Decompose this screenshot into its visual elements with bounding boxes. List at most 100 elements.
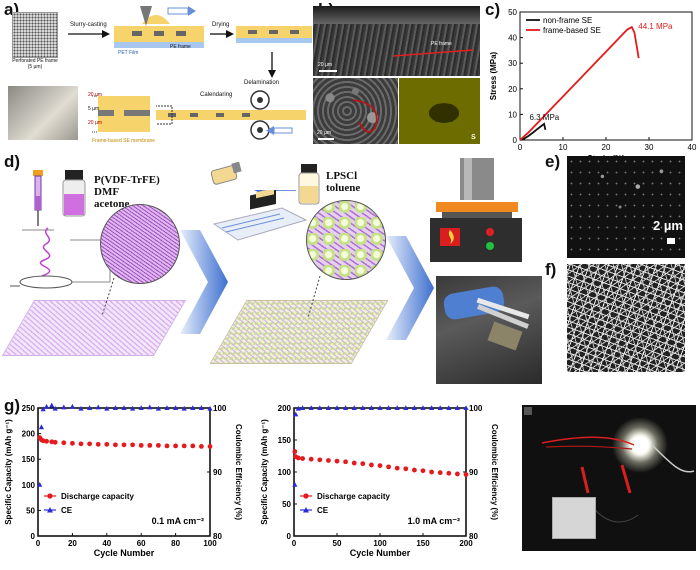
membrane-caption: Frame-based SE membrane	[92, 138, 156, 144]
cycling-chart-low-rate: 0 20 40 60 80 1000501001502002508090100Cycle …	[4, 402, 243, 558]
y-tick-label: 100	[278, 468, 292, 477]
drying-label: Drying	[212, 22, 230, 28]
composite-mat	[209, 300, 389, 364]
process-arrow-icon	[180, 230, 228, 334]
x-tick-label: 40	[688, 143, 697, 152]
membrane-photo	[8, 86, 78, 140]
ce-point	[173, 405, 179, 410]
ce-point	[403, 405, 409, 410]
pe-frame-label: PE frame	[170, 44, 191, 50]
panel-label-e: e)	[545, 152, 561, 171]
ce-point	[437, 405, 443, 410]
capacity-point	[351, 460, 357, 466]
y2-tick-label: 100	[213, 404, 227, 413]
ce-point	[69, 403, 75, 409]
capacity-point	[52, 439, 58, 445]
ce-point	[394, 405, 400, 410]
current-density-label: 0.1 mA cm⁻²	[152, 516, 204, 526]
capacity-point	[300, 456, 305, 461]
y-tick-label: 10	[508, 110, 517, 119]
y-axis-label: Stress (MPa)	[489, 51, 498, 100]
ce-point	[446, 405, 452, 410]
led-demo-photo	[522, 405, 696, 551]
hot-press-icon	[430, 158, 522, 262]
x-tick-label: 30	[645, 143, 654, 152]
process-arrow-icon	[386, 236, 434, 340]
y-tick-label: 0	[513, 136, 518, 145]
legend-label: Discharge capacity	[317, 492, 390, 501]
current-density-label: 1.0 mA cm⁻²	[408, 516, 460, 526]
capacity-point	[95, 441, 101, 447]
dim-bot: 20 µm	[88, 120, 102, 126]
capacity-point	[295, 455, 301, 461]
stress-strain-chart: 01020304001020304050Strain (%)Stress (MP…	[489, 8, 697, 163]
capacity-point	[104, 441, 110, 447]
sem-pe-frame-label: PE frame	[431, 41, 452, 47]
capacity-point	[420, 468, 426, 474]
y-tick-label: 250	[22, 404, 36, 413]
legend-marker	[47, 507, 53, 513]
capacity-point	[138, 442, 144, 448]
x-tick-label: 20	[68, 539, 77, 548]
capacity-point	[463, 472, 469, 477]
capacity-point	[164, 443, 170, 449]
y2-tick-label: 80	[213, 532, 222, 541]
zoom-line	[101, 278, 115, 317]
capacity-point	[147, 442, 153, 448]
ce-point	[78, 405, 84, 411]
syringe-icon	[22, 170, 54, 231]
capacity-point	[403, 466, 409, 472]
eds-sulfur-map: S	[399, 78, 480, 144]
membrane-cross-section	[92, 95, 150, 133]
legend-label: CE	[317, 506, 329, 515]
ce-point	[343, 405, 349, 410]
polymer-name: P(VDF-TrFE)	[94, 174, 160, 186]
legend-marker	[303, 507, 309, 513]
ce-point	[429, 405, 435, 410]
sem-cross-section-image: PE frame 20 µm	[313, 6, 480, 76]
y2-tick-label: 100	[469, 404, 483, 413]
y-tick-label: 150	[278, 436, 292, 445]
x-tick-label: 80	[171, 539, 180, 548]
series-line-frame-based	[519, 25, 640, 141]
arrow-right-icon	[68, 30, 110, 38]
ce-point	[95, 404, 101, 410]
x-tick-label: 10	[559, 143, 568, 152]
capacity-point	[437, 470, 443, 476]
slurry-casting-schematic	[114, 6, 204, 48]
legend-marker	[303, 493, 309, 499]
capacity-point	[44, 438, 49, 444]
panel-label-g: g)	[4, 396, 21, 415]
ce-point	[360, 405, 366, 410]
slurry-casting-label: Slurry-casting	[70, 22, 107, 28]
ce-point	[351, 405, 357, 410]
ce-point	[368, 405, 374, 410]
y-tick-label: 50	[508, 8, 517, 17]
ce-point	[377, 405, 383, 410]
capacity-point	[343, 459, 348, 465]
y2-tick-label: 80	[469, 532, 478, 541]
legend-marker	[47, 493, 53, 499]
dried-film-schematic	[236, 26, 312, 43]
ce-point	[121, 405, 127, 410]
x-tick-label: 40	[102, 539, 111, 548]
capacity-point	[190, 443, 196, 449]
ce-point	[40, 406, 46, 412]
capacity-point	[130, 442, 136, 448]
membrane-tweezer-photo	[436, 276, 542, 384]
perforated-frame-image	[12, 12, 58, 58]
delamination-label: Delamination	[244, 80, 280, 86]
y-tick-label: 100	[22, 481, 36, 490]
y2-tick-label: 90	[469, 468, 478, 477]
x-axis-label: Cycle Number	[350, 548, 411, 558]
y2-tick-label: 90	[213, 468, 222, 477]
scale-bar	[667, 238, 675, 244]
x-tick-label: 100	[203, 539, 217, 548]
y-tick-label: 200	[22, 430, 36, 439]
capacity-point	[181, 443, 187, 449]
sem-e-scale-label: 2 µm	[653, 218, 683, 233]
ce-point	[147, 404, 153, 410]
panel-label-f: f)	[545, 260, 557, 279]
capacity-point	[78, 441, 84, 447]
capacity-point	[412, 467, 417, 473]
